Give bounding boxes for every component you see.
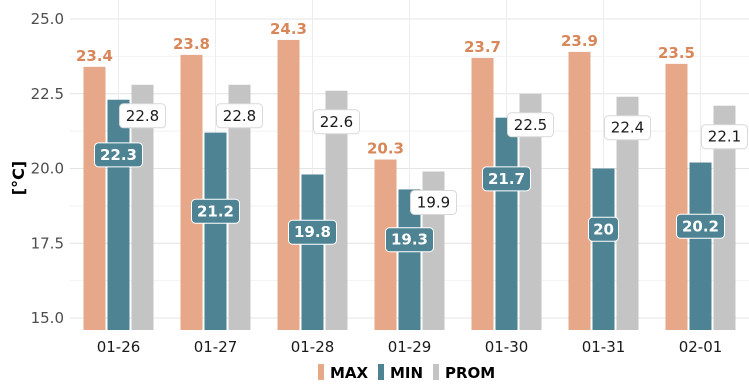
data-label-min: 19.3 [391, 231, 428, 249]
x-tick-label: 01-26 [97, 338, 141, 356]
data-label-min-box [482, 166, 531, 192]
data-label-min: 20 [593, 220, 614, 238]
x-axis-ticks: 01-26 01-27 01-28 01-29 01-30 01-31 02-01 [97, 338, 723, 356]
data-label-min-box [676, 213, 725, 239]
bar-prom [519, 93, 542, 330]
x-tick-label: 01-27 [194, 338, 238, 356]
data-label-prom: 22.8 [126, 107, 159, 125]
data-label-min-box [191, 198, 240, 224]
bar-min [689, 162, 712, 330]
y-axis-label: [°C] [9, 161, 28, 195]
bar-min [398, 189, 421, 330]
bar-max [180, 54, 203, 330]
data-label-min: 21.7 [488, 170, 525, 188]
data-label-min: 19.8 [294, 223, 331, 241]
legend-label-prom: PROM [445, 364, 495, 382]
data-label-max: 24.3 [270, 20, 307, 38]
data-label-min-box [385, 227, 434, 253]
bar-min [495, 117, 518, 330]
data-label-max: 23.7 [464, 38, 501, 56]
data-label-min-box [588, 216, 619, 242]
bar-max [277, 39, 300, 331]
data-labels: 23.4 22.3 22.8 23.8 21.2 22.8 24.3 19.8 22.6 20.3… [76, 20, 748, 253]
data-label-max: 23.8 [173, 35, 210, 53]
data-label-max: 20.3 [367, 140, 404, 158]
data-label-prom: 22.8 [223, 107, 256, 125]
data-label-prom-box [410, 189, 457, 215]
data-label-prom: 22.5 [514, 116, 547, 134]
bar-max [83, 66, 106, 330]
x-tick-label: 01-31 [582, 338, 626, 356]
y-tick-label: 22.5 [31, 85, 64, 103]
y-tick-label: 17.5 [31, 234, 64, 252]
data-label-prom-box [313, 109, 360, 135]
data-label-max: 23.9 [561, 32, 598, 50]
bar-prom [616, 96, 639, 331]
y-tick-label: 20.0 [31, 160, 64, 178]
data-label-min: 20.2 [682, 217, 719, 235]
data-label-min-box [288, 219, 337, 245]
bar-min [592, 168, 615, 330]
data-label-prom: 22.6 [320, 113, 353, 131]
data-label-prom-box [119, 103, 166, 129]
bar-max [471, 57, 494, 331]
bar-min [107, 99, 130, 330]
legend-swatch-max [318, 364, 324, 380]
legend-label-min: MIN [390, 364, 423, 382]
data-label-max: 23.5 [658, 44, 695, 62]
legend-swatch-min [378, 364, 384, 380]
bar-min [204, 132, 227, 330]
data-label-prom-box [507, 112, 554, 138]
x-tick-label: 01-28 [291, 338, 335, 356]
data-label-prom: 22.4 [611, 119, 644, 137]
data-label-max: 23.4 [76, 47, 113, 65]
x-tick-label: 02-01 [679, 338, 723, 356]
x-tick-label: 01-30 [485, 338, 529, 356]
data-label-prom-box [604, 115, 651, 141]
data-label-min-box [94, 142, 143, 168]
legend-swatch-prom [433, 364, 439, 380]
bar-max [568, 51, 591, 330]
legend: MAX MIN PROM [318, 364, 495, 382]
bar-min [301, 174, 324, 330]
data-label-prom: 22.1 [708, 128, 741, 146]
data-label-prom: 19.9 [417, 193, 450, 211]
bar-prom [325, 90, 348, 330]
legend-label-max: MAX [330, 364, 369, 382]
data-label-prom-box [701, 124, 748, 150]
data-label-prom-box [216, 103, 263, 129]
y-axis-ticks: 15.0 17.5 20.0 22.5 25.0 [31, 10, 64, 327]
y-tick-label: 25.0 [31, 10, 64, 28]
x-tick-label: 01-29 [388, 338, 432, 356]
bar-max [665, 63, 688, 330]
data-label-min: 21.2 [197, 202, 234, 220]
y-tick-label: 15.0 [31, 309, 64, 327]
data-label-min: 22.3 [100, 146, 137, 164]
